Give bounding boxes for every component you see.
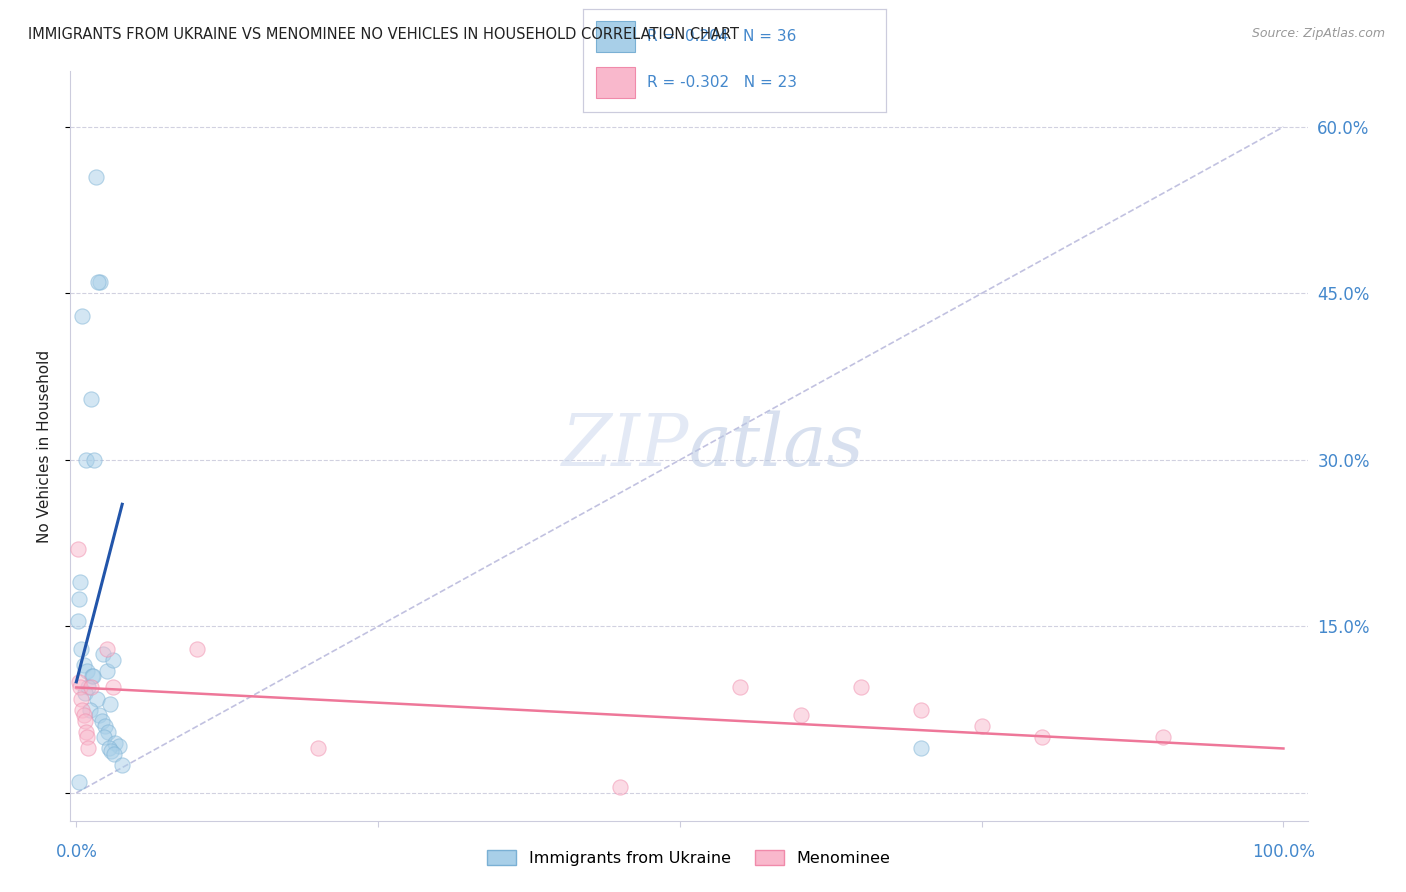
Point <box>77 741 100 756</box>
Point <box>89 275 111 289</box>
Point <box>75 724 97 739</box>
Point <box>70 641 93 656</box>
Point <box>849 681 872 695</box>
Point <box>307 741 329 756</box>
Point <box>96 664 118 678</box>
Point <box>93 731 115 745</box>
Point <box>67 674 90 689</box>
Point <box>97 724 120 739</box>
Point <box>76 664 98 678</box>
Point <box>609 780 631 795</box>
Point <box>789 708 811 723</box>
Text: atlas: atlas <box>689 410 865 482</box>
FancyBboxPatch shape <box>596 21 636 52</box>
Point <box>186 641 208 656</box>
Point <box>86 691 108 706</box>
Point <box>82 669 104 683</box>
Point <box>101 653 124 667</box>
Text: 0.0%: 0.0% <box>55 843 97 861</box>
Point <box>1031 731 1053 745</box>
Point <box>90 714 112 728</box>
Text: ZIP: ZIP <box>561 410 689 482</box>
Point <box>910 703 932 717</box>
Point <box>69 681 91 695</box>
Point <box>67 591 90 606</box>
Point <box>80 669 103 683</box>
Point <box>73 714 96 728</box>
Point <box>94 719 117 733</box>
Point <box>72 309 94 323</box>
Point <box>101 681 124 695</box>
Point <box>69 574 91 589</box>
Point <box>89 708 111 723</box>
Point <box>80 392 103 406</box>
Point <box>72 658 94 673</box>
Point <box>66 614 89 628</box>
Point <box>87 275 110 289</box>
Point <box>97 741 120 756</box>
Point <box>72 708 94 723</box>
Point <box>96 641 118 656</box>
Point <box>103 747 125 761</box>
Point <box>67 774 90 789</box>
Text: Source: ZipAtlas.com: Source: ZipAtlas.com <box>1251 27 1385 40</box>
Point <box>1152 731 1174 745</box>
Point <box>72 703 94 717</box>
Point <box>76 731 98 745</box>
Text: R = -0.302   N = 23: R = -0.302 N = 23 <box>647 75 797 90</box>
Text: IMMIGRANTS FROM UKRAINE VS MENOMINEE NO VEHICLES IN HOUSEHOLD CORRELATION CHART: IMMIGRANTS FROM UKRAINE VS MENOMINEE NO … <box>28 27 740 42</box>
Point <box>104 736 127 750</box>
FancyBboxPatch shape <box>596 68 636 98</box>
Text: R =  0.204   N = 36: R = 0.204 N = 36 <box>647 29 796 44</box>
Point <box>728 681 751 695</box>
Point <box>970 719 993 733</box>
Point <box>111 758 134 772</box>
Point <box>107 739 129 754</box>
Point <box>84 169 107 184</box>
Point <box>91 647 114 661</box>
Point <box>70 691 93 706</box>
Point <box>910 741 932 756</box>
Point <box>75 453 97 467</box>
Legend: Immigrants from Ukraine, Menominee: Immigrants from Ukraine, Menominee <box>481 844 897 872</box>
Point <box>83 453 105 467</box>
Text: 100.0%: 100.0% <box>1251 843 1315 861</box>
Point <box>73 686 96 700</box>
Point <box>77 681 100 695</box>
Point <box>100 744 122 758</box>
Point <box>80 681 103 695</box>
Point <box>79 703 101 717</box>
Point <box>66 541 89 556</box>
Point <box>98 697 121 711</box>
Y-axis label: No Vehicles in Household: No Vehicles in Household <box>37 350 52 542</box>
